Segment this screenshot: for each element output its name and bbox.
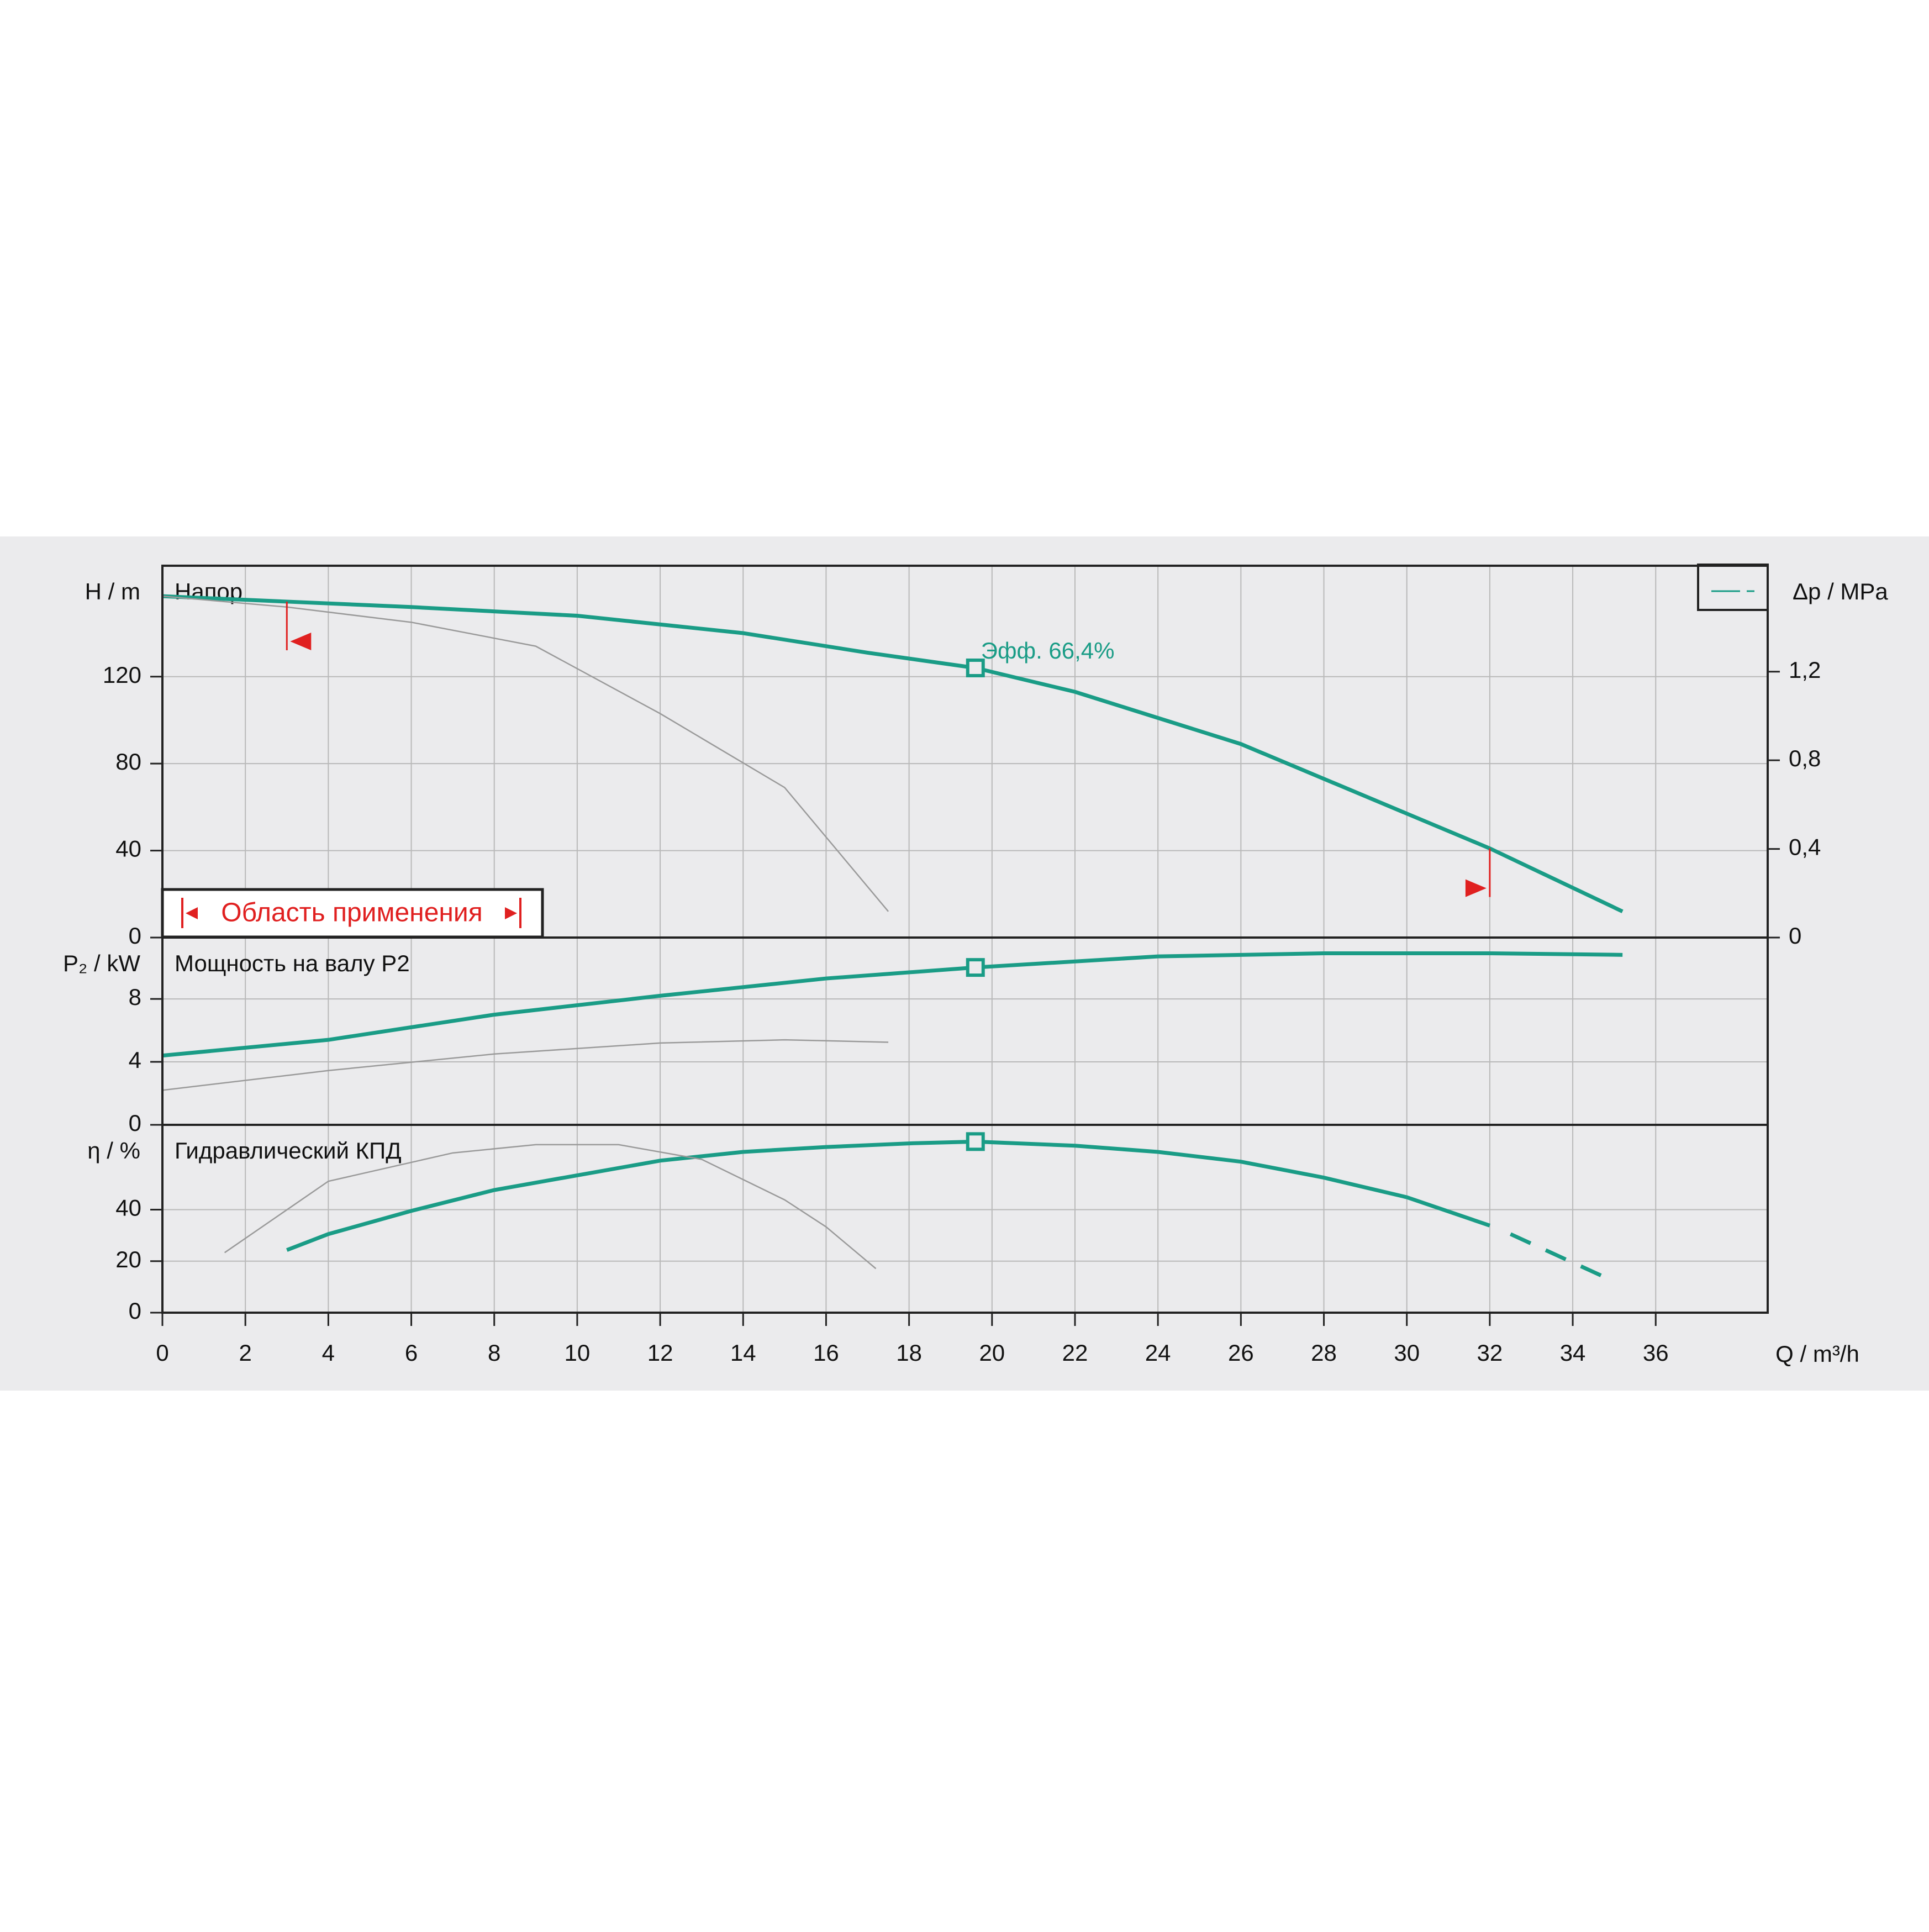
x-tick-label: 30 [1394, 1340, 1420, 1366]
y2-tick-label: 0 [1789, 923, 1801, 949]
y-tick-label: 20 [115, 1246, 141, 1272]
range-bracket [186, 907, 198, 919]
panel-title: Мощность на валу P2 [175, 950, 410, 976]
x-axis-label: Q / m³/h [1775, 1341, 1859, 1367]
x-tick-label: 26 [1228, 1340, 1254, 1366]
y-tick-label: 40 [115, 836, 141, 862]
x-tick-label: 18 [896, 1340, 922, 1366]
y-axis-label: P₂ / kW [63, 950, 140, 976]
y2-tick-label: 0,8 [1789, 745, 1821, 771]
data-line [162, 951, 1623, 1058]
x-tick-label: 8 [488, 1340, 500, 1366]
x-tick-label: 16 [813, 1340, 839, 1366]
y2-tick-label: 1,2 [1789, 657, 1821, 683]
x-tick-label: 12 [647, 1340, 673, 1366]
duty-point [966, 958, 985, 977]
y2-tick-label: 0,4 [1789, 834, 1821, 860]
y-tick-label: 8 [129, 984, 141, 1010]
duty-point [966, 1132, 985, 1151]
x-tick-label: 32 [1477, 1340, 1503, 1366]
operating-range-box [161, 888, 544, 939]
range-limit-marker [290, 632, 312, 650]
y-tick-label: 40 [115, 1195, 141, 1221]
x-tick-label: 10 [565, 1340, 591, 1366]
data-line [224, 1144, 877, 1270]
x-tick-label: 6 [405, 1340, 418, 1366]
y-axis-label: H / m [85, 578, 140, 604]
y-axis-label: η / % [87, 1138, 140, 1164]
data-line [162, 594, 1624, 913]
x-tick-label: 28 [1311, 1340, 1337, 1366]
annotation: Эфф. 66,4% [981, 638, 1115, 664]
x-tick-label: 24 [1145, 1340, 1171, 1366]
range-limit-marker [1465, 879, 1487, 897]
range-bracket [505, 907, 517, 919]
duty-point [966, 658, 985, 677]
x-tick-label: 0 [156, 1340, 168, 1366]
y-tick-label: 0 [129, 1298, 141, 1324]
data-line [162, 1039, 889, 1091]
x-tick-label: 14 [730, 1340, 756, 1366]
y-tick-label: 0 [129, 1110, 141, 1136]
x-tick-label: 36 [1643, 1340, 1669, 1366]
y-tick-label: 120 [103, 662, 141, 688]
y-tick-label: 0 [129, 923, 141, 949]
panel-title: Гидравлический КПД [175, 1138, 402, 1164]
x-tick-label: 4 [322, 1340, 335, 1366]
data-line [286, 1139, 1491, 1252]
y-tick-label: 80 [115, 749, 141, 775]
x-tick-label: 22 [1062, 1340, 1088, 1366]
y2-axis-label: Δp / MPa [1793, 578, 1888, 604]
y-tick-label: 4 [129, 1047, 141, 1073]
operating-range-label: Область применения [221, 898, 482, 928]
background-band [0, 536, 1929, 1391]
x-tick-label: 20 [979, 1340, 1005, 1366]
x-tick-label: 34 [1560, 1340, 1586, 1366]
data-line [1509, 1232, 1603, 1278]
x-tick-label: 2 [239, 1340, 252, 1366]
plot-frame [161, 1124, 1769, 1314]
